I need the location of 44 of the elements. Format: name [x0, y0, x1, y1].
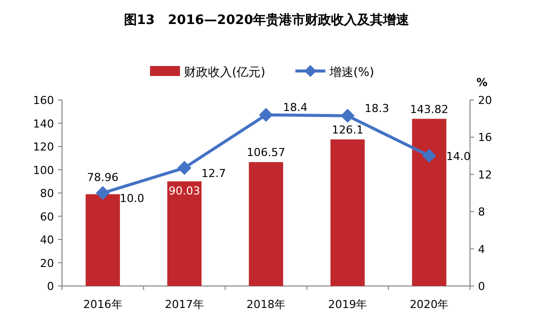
y-tick-label: 40 [40, 234, 54, 246]
point [340, 108, 355, 123]
bar [167, 181, 202, 286]
chart-title: 图13 2016—2020年贵港市财政收入及其增速 [124, 12, 410, 28]
y-tick-label: 140 [33, 117, 54, 130]
y-tick-label: 100 [33, 164, 54, 177]
data-label: 18.4 [283, 100, 308, 114]
y-tick-label: 120 [33, 140, 54, 154]
y-tick-label: 20 [40, 256, 54, 270]
y-tick-label: 160 [33, 94, 54, 107]
y2-tick-label: 12 [478, 168, 492, 182]
y-tick-label: 80 [40, 187, 54, 200]
data-label: 143.82 [410, 102, 448, 116]
y2-tick-label: 8 [478, 206, 485, 219]
x-tick-label: 2020年 [410, 298, 449, 311]
point [422, 148, 436, 163]
data-label: 78.96 [87, 171, 119, 184]
y2-axis-title: % [476, 76, 488, 89]
data-label: 12.7 [201, 166, 226, 180]
bar [412, 118, 446, 286]
data-label: 106.57 [246, 146, 286, 160]
y-tick-label: 60 [40, 210, 54, 224]
data-label: 126.1 [332, 123, 364, 136]
x-tick-label: 2018年 [246, 298, 286, 311]
bar [330, 139, 365, 286]
point [96, 186, 110, 200]
y2-tick-label: 4 [478, 242, 485, 256]
data-label: 10.0 [120, 192, 144, 205]
bar [248, 162, 284, 286]
legend-label: 增速(%) [328, 65, 374, 79]
x-tick-label: 2019年 [328, 298, 368, 311]
y-tick-label: 0 [47, 280, 54, 293]
point [259, 108, 273, 122]
data-label: 18.3 [364, 102, 390, 115]
point [177, 160, 192, 175]
legend-label: 财政收入(亿元) [184, 65, 266, 79]
y2-tick-label: 20 [478, 94, 492, 107]
data-label: 14.0 [446, 150, 471, 163]
x-tick-label: 2017年 [164, 298, 204, 311]
x-tick-label: 2016年 [83, 298, 122, 311]
data-label: 90.03 [168, 184, 200, 198]
y2-tick-label: 0 [478, 280, 485, 293]
bar [86, 194, 120, 286]
y2-tick-label: 16 [478, 131, 492, 144]
